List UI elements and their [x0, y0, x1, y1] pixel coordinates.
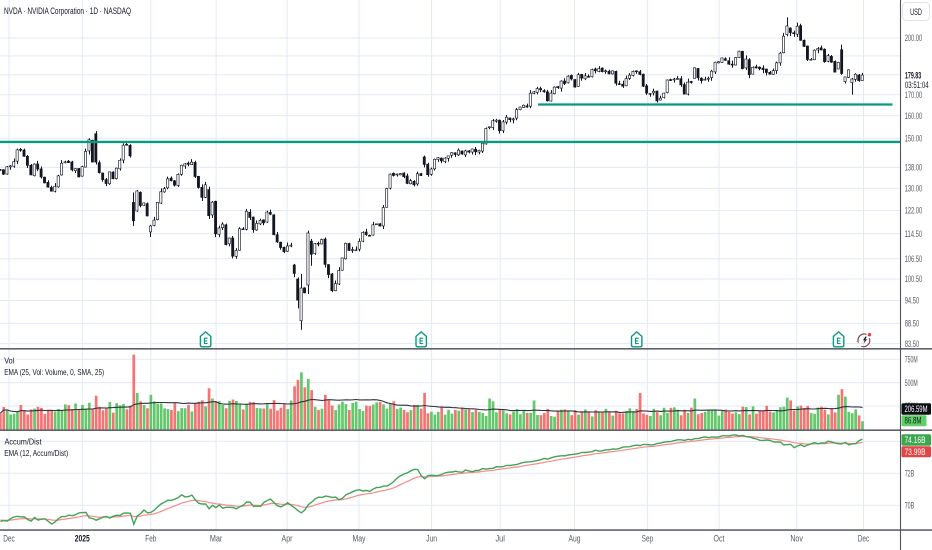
svg-text:Apr: Apr — [282, 534, 293, 544]
svg-text:206.59M: 206.59M — [905, 404, 928, 414]
svg-text:150.00: 150.00 — [905, 134, 923, 144]
svg-text:130.00: 130.00 — [905, 183, 923, 193]
svg-text:94.50: 94.50 — [905, 296, 920, 306]
svg-text:86.8M: 86.8M — [905, 416, 922, 426]
svg-text:Jul: Jul — [495, 534, 505, 544]
svg-text:Vol: Vol — [4, 356, 14, 366]
svg-text:100.50: 100.50 — [905, 274, 923, 284]
svg-text:Nov: Nov — [790, 534, 803, 544]
svg-text:106.50: 106.50 — [905, 254, 923, 264]
svg-text:750M: 750M — [905, 354, 918, 364]
svg-text:170.00: 170.00 — [905, 90, 923, 100]
svg-text:2025: 2025 — [75, 534, 90, 544]
svg-text:74.16B: 74.16B — [905, 435, 926, 445]
svg-text:03:51:04: 03:51:04 — [905, 80, 929, 90]
svg-text:Mar: Mar — [210, 534, 223, 544]
svg-text:Jun: Jun — [426, 534, 437, 544]
svg-text:NVDA · NVIDIA Corporation · 1D: NVDA · NVIDIA Corporation · 1D · NASDAQ — [4, 6, 131, 16]
svg-text:USD: USD — [910, 7, 922, 17]
svg-text:May: May — [353, 534, 366, 544]
svg-text:Oct: Oct — [714, 534, 725, 544]
svg-text:EMA (25, Vol: Volume, 0, SMA,: EMA (25, Vol: Volume, 0, SMA, 25) — [4, 367, 104, 377]
svg-text:Feb: Feb — [145, 534, 156, 544]
svg-text:138.00: 138.00 — [905, 163, 923, 173]
svg-text:500M: 500M — [905, 378, 918, 388]
svg-text:Dec: Dec — [3, 534, 15, 544]
svg-text:Accum/Dist: Accum/Dist — [5, 436, 43, 446]
svg-text:122.00: 122.00 — [905, 206, 923, 216]
svg-text:88.50: 88.50 — [905, 319, 920, 329]
svg-text:114.50: 114.50 — [905, 229, 923, 239]
svg-text:160.00: 160.00 — [905, 111, 923, 121]
svg-text:Sep: Sep — [642, 534, 654, 544]
svg-text:EMA (12, Accum/Dist): EMA (12, Accum/Dist) — [4, 448, 68, 458]
svg-text:83.50: 83.50 — [905, 339, 920, 349]
svg-text:73.99B: 73.99B — [905, 447, 926, 457]
svg-text:179.83: 179.83 — [905, 71, 921, 81]
svg-text:72B: 72B — [905, 468, 915, 478]
svg-text:Dec: Dec — [858, 534, 870, 544]
svg-text:Aug: Aug — [569, 534, 581, 544]
svg-text:70B: 70B — [905, 500, 915, 510]
svg-text:200.00: 200.00 — [905, 33, 923, 43]
